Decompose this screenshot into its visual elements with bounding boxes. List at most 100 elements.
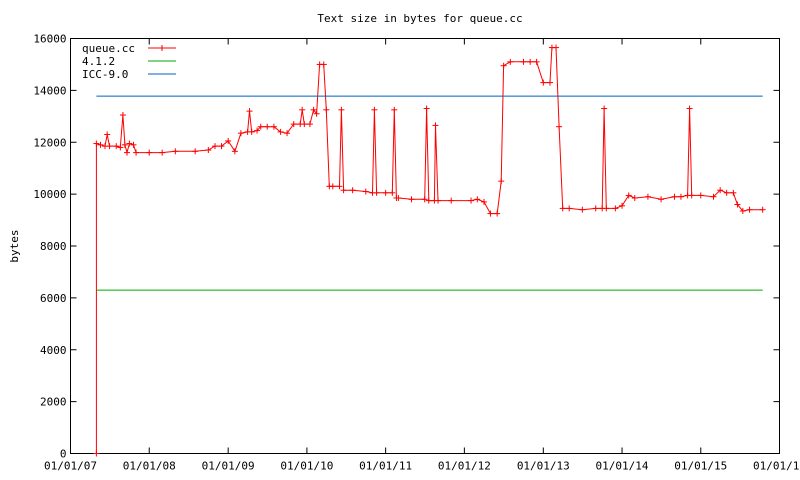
data-point — [290, 121, 297, 128]
data-point — [468, 197, 475, 204]
data-point — [697, 192, 704, 199]
data-point — [254, 127, 261, 134]
data-point — [592, 205, 599, 212]
data-point — [205, 147, 212, 154]
data-point — [671, 193, 678, 200]
x-tick-label: 01/01/08 — [123, 460, 176, 473]
data-point — [246, 108, 253, 115]
data-point — [104, 131, 111, 138]
data-point — [579, 206, 586, 213]
data-point — [231, 148, 238, 155]
y-tick-label: 10000 — [33, 188, 66, 201]
data-point — [382, 189, 389, 196]
data-point — [710, 193, 717, 200]
y-axis-label: bytes — [8, 229, 21, 262]
data-point — [730, 189, 737, 196]
data-point — [237, 130, 244, 137]
data-point — [391, 106, 398, 113]
data-point — [212, 143, 219, 150]
data-point — [395, 195, 402, 202]
y-tick-label: 16000 — [33, 33, 66, 46]
y-axis-ticks: 0 2000 4000 6000 8000 10000 12000 14000 16000 — [33, 33, 780, 461]
data-point — [270, 123, 277, 130]
data-point — [494, 210, 501, 217]
data-point — [146, 149, 153, 156]
data-point — [644, 193, 651, 200]
data-point — [124, 149, 131, 156]
data-point — [320, 61, 327, 68]
data-point — [362, 188, 369, 195]
data-point — [301, 121, 308, 128]
data-point — [556, 123, 563, 130]
x-tick-label: 01/01/09 — [202, 460, 255, 473]
data-point — [126, 140, 133, 147]
data-point — [284, 130, 291, 137]
data-point — [192, 148, 199, 155]
data-point — [498, 178, 505, 185]
data-point — [603, 205, 610, 212]
data-point — [527, 58, 534, 65]
data-point — [97, 141, 104, 148]
data-point — [559, 205, 566, 212]
data-point — [299, 106, 306, 113]
data-point — [474, 196, 481, 203]
series-layer — [93, 44, 766, 457]
x-tick-label: 01/01/11 — [359, 460, 412, 473]
data-point — [553, 44, 560, 51]
data-point — [93, 140, 100, 147]
data-point — [218, 143, 225, 150]
data-point — [566, 205, 573, 212]
data-point — [619, 202, 626, 209]
data-point — [540, 79, 547, 86]
data-point — [686, 105, 693, 112]
data-point — [106, 143, 113, 150]
data-point — [117, 144, 124, 151]
y-tick-label: 4000 — [40, 344, 67, 357]
data-point — [631, 195, 638, 202]
x-tick-label: 01/01/14 — [596, 460, 649, 473]
data-point — [133, 149, 140, 156]
plot-frame — [70, 38, 780, 454]
y-tick-label: 14000 — [33, 84, 66, 97]
x-axis-ticks: 01/01/07 01/01/08 01/01/09 01/01/10 01/01/11… — [44, 38, 800, 473]
data-point — [408, 196, 415, 203]
data-point — [723, 189, 730, 196]
data-point — [310, 106, 317, 113]
data-point — [277, 128, 284, 135]
data-point — [121, 141, 128, 148]
data-point — [373, 189, 380, 196]
data-point — [739, 207, 746, 214]
data-point — [425, 197, 432, 204]
x-tick-label: 01/01/12 — [438, 460, 491, 473]
data-point — [734, 201, 741, 208]
x-tick-label: 01/01/15 — [674, 460, 727, 473]
data-point — [759, 206, 766, 213]
data-point — [677, 193, 684, 200]
data-point — [159, 149, 166, 156]
y-tick-label: 0 — [60, 448, 67, 461]
data-point — [257, 123, 264, 130]
y-tick-label: 6000 — [40, 292, 67, 305]
data-point — [601, 105, 608, 112]
x-tick-label: 01/01/16 — [753, 460, 800, 473]
data-point — [389, 189, 396, 196]
data-point — [612, 205, 619, 212]
data-point — [130, 141, 137, 148]
data-point — [336, 183, 343, 190]
data-point — [313, 110, 320, 117]
data-point — [93, 450, 100, 457]
data-point — [435, 197, 442, 204]
data-point — [329, 183, 336, 190]
chart-title: Text size in bytes for queue.cc — [317, 12, 522, 25]
data-point — [119, 112, 126, 119]
data-point — [172, 148, 179, 155]
data-point — [113, 143, 120, 150]
data-point — [421, 196, 428, 203]
data-point — [480, 198, 487, 205]
data-point — [507, 58, 514, 65]
data-point — [306, 121, 313, 128]
data-point — [225, 137, 232, 144]
legend-label: ICC-9.0 — [82, 68, 128, 81]
legend-label: 4.1.2 — [82, 55, 115, 68]
